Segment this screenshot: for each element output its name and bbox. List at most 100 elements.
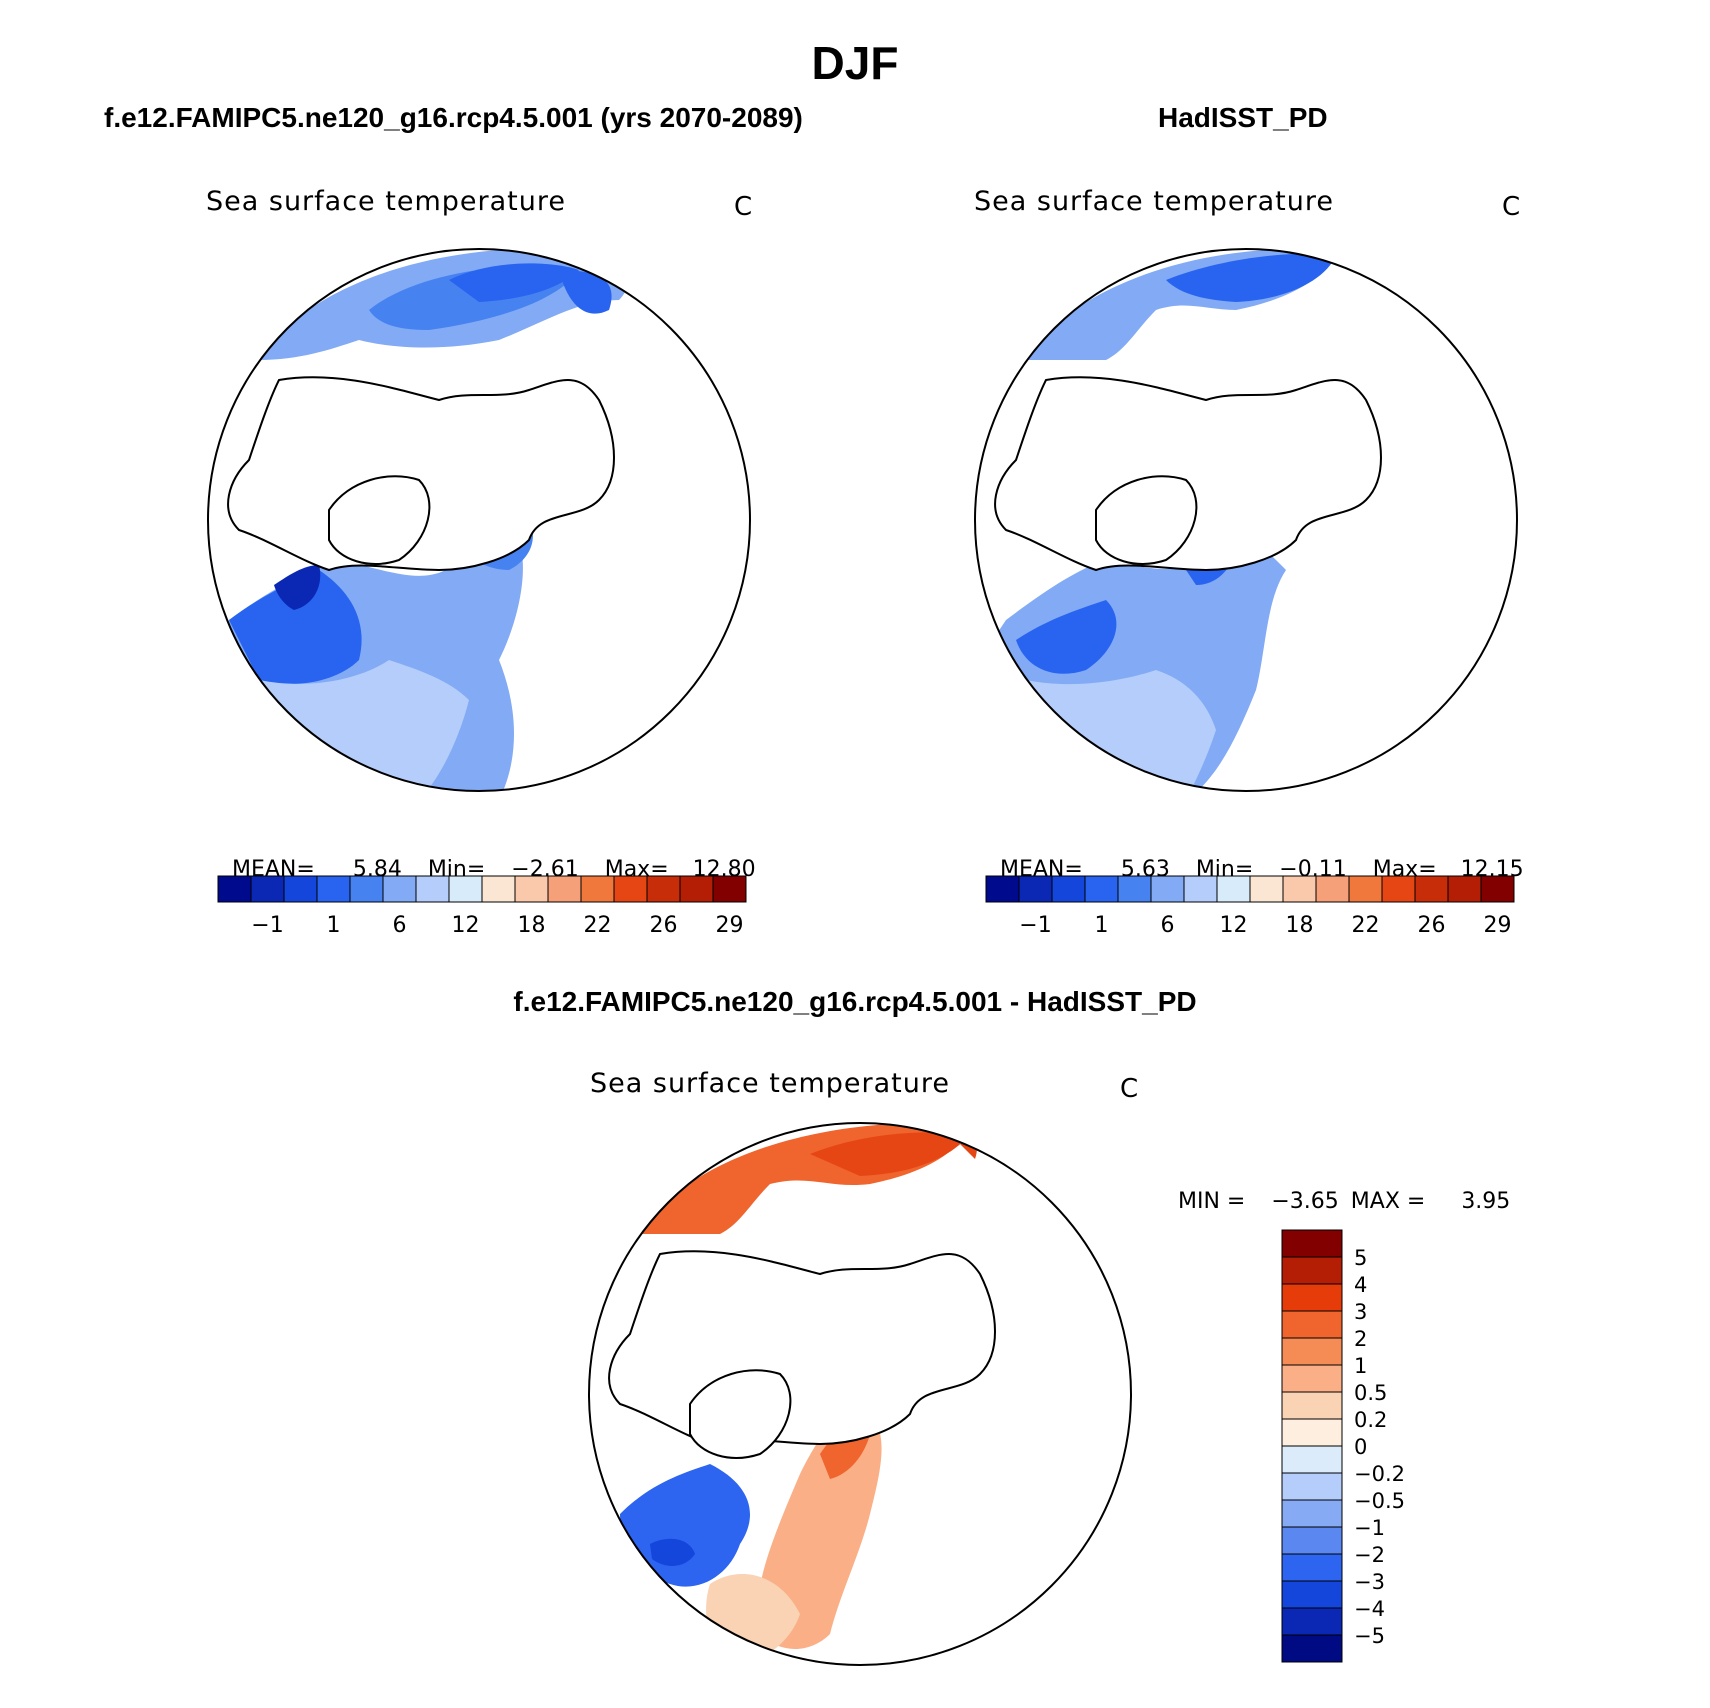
obs-colorbar-label-6: 26 — [1418, 913, 1446, 938]
diff-max-label: MAX = — [1350, 1189, 1426, 1214]
obs-polar-map — [974, 248, 1518, 792]
diff-colorbar-label-0: 5 — [1354, 1246, 1367, 1270]
diff-plot-title: Sea surface temperature — [590, 1068, 950, 1099]
diff-max-value: 3.95 — [1461, 1189, 1511, 1214]
obs-colorbar-box-10 — [1315, 875, 1350, 903]
model-colorbar-box-13 — [646, 875, 681, 903]
obs-colorbar-box-11 — [1348, 875, 1383, 903]
obs-colorbar-box-13 — [1414, 875, 1449, 903]
model-colorbar-box-14 — [679, 875, 714, 903]
diff-colorbar-label-9: −0.5 — [1354, 1489, 1405, 1513]
model-case-title: f.e12.FAMIPC5.ne120_g16.rcp4.5.001 (yrs … — [104, 102, 803, 133]
obs-colorbar-box-15 — [1480, 875, 1515, 903]
model-colorbar-box-12 — [613, 875, 648, 903]
model-colorbar-box-1 — [250, 875, 285, 903]
obs-colorbar-box-8 — [1249, 875, 1284, 903]
diff-min-value: −3.65 — [1271, 1189, 1339, 1214]
obs-colorbar-label-5: 22 — [1352, 913, 1380, 938]
diff-colorbar-box-14 — [1281, 1607, 1343, 1636]
obs-colorbar-box-6 — [1183, 875, 1218, 903]
diff-colorbar-box-4 — [1281, 1337, 1343, 1366]
diff-colorbar-label-6: 0.2 — [1354, 1408, 1387, 1432]
model-units: C — [734, 192, 753, 222]
diff-colorbar-box-13 — [1281, 1580, 1343, 1609]
obs-colorbar-label-3: 12 — [1220, 913, 1248, 938]
model-colorbar-box-3 — [316, 875, 351, 903]
diff-colorbar-label-12: −3 — [1354, 1570, 1385, 1594]
obs-colorbar-box-12 — [1381, 875, 1416, 903]
diff-nordic-warming — [757, 1412, 882, 1649]
diff-colorbar-label-5: 0.5 — [1354, 1381, 1387, 1405]
diff-colorbar-box-9 — [1281, 1472, 1343, 1501]
model-colorbar-label-6: 26 — [650, 913, 678, 938]
diff-minmax: MIN = −3.65 MAX = 3.95 — [1164, 1164, 1510, 1214]
obs-colorbar-box-1 — [1018, 875, 1053, 903]
diff-min-label: MIN = — [1178, 1189, 1246, 1214]
model-colorbar-box-15 — [712, 875, 747, 903]
obs-colorbar: −1 1 6 12 18 22 26 29 — [985, 875, 1515, 938]
model-colorbar-box-7 — [448, 875, 483, 903]
diff-colorbar-label-3: 2 — [1354, 1327, 1367, 1351]
obs-colorbar-box-4 — [1117, 875, 1152, 903]
diff-colorbar-label-14: −5 — [1354, 1624, 1385, 1648]
diff-colorbar-box-15 — [1281, 1634, 1343, 1663]
diff-colorbar-box-3 — [1281, 1310, 1343, 1339]
model-colorbar-label-2: 6 — [393, 913, 407, 938]
diff-case-title: f.e12.FAMIPC5.ne120_g16.rcp4.5.001 - Had… — [513, 986, 1197, 1017]
obs-case-title: HadISST_PD — [1158, 102, 1328, 133]
model-colorbar-box-0 — [217, 875, 252, 903]
diff-colorbar-box-1 — [1281, 1256, 1343, 1285]
diff-colorbar-box-7 — [1281, 1418, 1343, 1447]
diff-colorbar-label-11: −2 — [1354, 1543, 1385, 1567]
diff-colorbar: 5 4 3 2 1 0.5 0.2 0 −0.2 −0.5 −1 −2 −3 −4 −5 — [1281, 1229, 1405, 1663]
diff-colorbar-label-7: 0 — [1354, 1435, 1367, 1459]
diff-colorbar-box-8 — [1281, 1445, 1343, 1474]
obs-colorbar-label-1: 1 — [1095, 913, 1109, 938]
obs-colorbar-label-2: 6 — [1161, 913, 1175, 938]
model-colorbar: −1 1 6 12 18 22 26 29 — [217, 875, 747, 938]
diff-units: C — [1120, 1074, 1139, 1104]
model-colorbar-box-2 — [283, 875, 318, 903]
model-colorbar-label-4: 18 — [518, 913, 546, 938]
obs-greenland — [1095, 475, 1198, 565]
diff-greenland — [689, 1369, 792, 1459]
obs-colorbar-label-0: −1 — [1019, 913, 1051, 938]
diff-colorbar-box-6 — [1281, 1391, 1343, 1420]
obs-colorbar-box-14 — [1447, 875, 1482, 903]
model-colorbar-box-6 — [415, 875, 450, 903]
diff-colorbar-box-0 — [1281, 1229, 1343, 1258]
model-colorbar-label-1: 1 — [327, 913, 341, 938]
obs-colorbar-box-7 — [1216, 875, 1251, 903]
obs-colorbar-box-9 — [1282, 875, 1317, 903]
obs-colorbar-label-4: 18 — [1286, 913, 1314, 938]
model-colorbar-box-8 — [481, 875, 516, 903]
model-colorbar-label-5: 22 — [584, 913, 612, 938]
diff-colorbar-box-5 — [1281, 1364, 1343, 1393]
diff-colorbar-label-10: −1 — [1354, 1516, 1385, 1540]
diff-colorbar-box-12 — [1281, 1553, 1343, 1582]
model-polar-map — [207, 248, 751, 792]
obs-colorbar-box-0 — [985, 875, 1020, 903]
diff-colorbar-label-4: 1 — [1354, 1354, 1367, 1378]
model-colorbar-box-11 — [580, 875, 615, 903]
diff-colorbar-label-1: 4 — [1354, 1273, 1367, 1297]
obs-colorbar-box-5 — [1150, 875, 1185, 903]
diff-colorbar-box-10 — [1281, 1499, 1343, 1528]
obs-colorbar-box-2 — [1051, 875, 1086, 903]
obs-plot-title: Sea surface temperature — [974, 186, 1334, 217]
model-colorbar-box-9 — [514, 875, 549, 903]
model-colorbar-label-0: −1 — [251, 913, 283, 938]
obs-colorbar-label-7: 29 — [1484, 913, 1512, 938]
diff-colorbar-label-8: −0.2 — [1354, 1462, 1405, 1486]
model-colorbar-box-4 — [349, 875, 384, 903]
obs-units: C — [1502, 192, 1521, 222]
page-title: DJF — [811, 37, 899, 89]
model-colorbar-label-3: 12 — [452, 913, 480, 938]
obs-colorbar-box-3 — [1084, 875, 1119, 903]
model-colorbar-box-5 — [382, 875, 417, 903]
diff-colorbar-label-2: 3 — [1354, 1300, 1367, 1324]
diff-colorbar-box-11 — [1281, 1526, 1343, 1555]
diff-colorbar-box-2 — [1281, 1283, 1343, 1312]
obs-stats: MEAN= 5.63 Min= −0.11 Max= 12.15 — [986, 832, 1524, 882]
model-colorbar-box-10 — [547, 875, 582, 903]
